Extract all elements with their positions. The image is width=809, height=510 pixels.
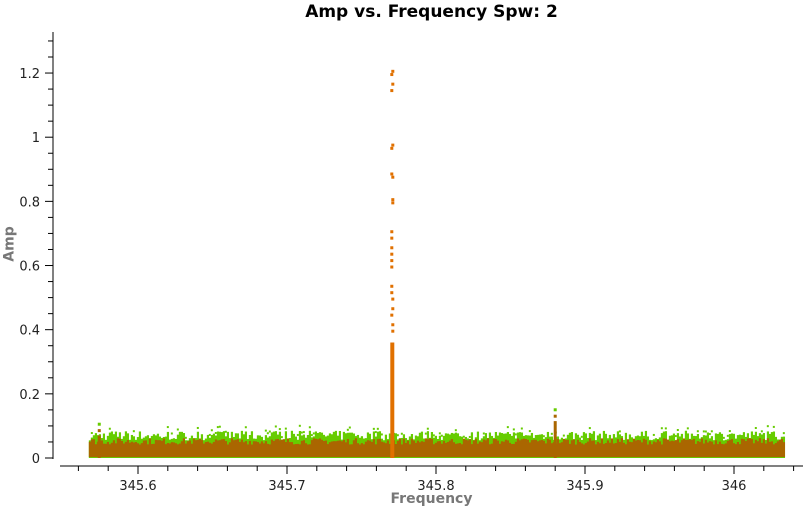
y-axis: 0 0.2 0.4 0.6 0.8 1 1.2 <box>19 32 54 467</box>
chart-title: Amp vs. Frequency Spw: 2 <box>305 2 558 22</box>
x-axis: 345.6 345.7 345.8 345.9 346 <box>60 465 803 494</box>
data-points <box>88 69 786 458</box>
x-axis-label: Frequency <box>390 491 473 507</box>
x-tick-label: 345.7 <box>268 479 305 494</box>
x-tick-label: 345.9 <box>566 479 603 494</box>
y-tick-label: 0.4 <box>19 324 40 339</box>
y-tick-label: 0.8 <box>19 195 40 210</box>
x-tick-label: 346 <box>722 479 747 494</box>
y-tick-label: 0.6 <box>19 260 40 275</box>
y-tick-label: 1 <box>32 131 40 146</box>
x-tick-label: 345.8 <box>417 479 454 494</box>
y-tick-label: 0 <box>32 452 40 467</box>
x-tick-label: 345.6 <box>119 479 156 494</box>
y-tick-label: 0.2 <box>19 388 40 403</box>
y-tick-label: 1.2 <box>19 67 40 82</box>
